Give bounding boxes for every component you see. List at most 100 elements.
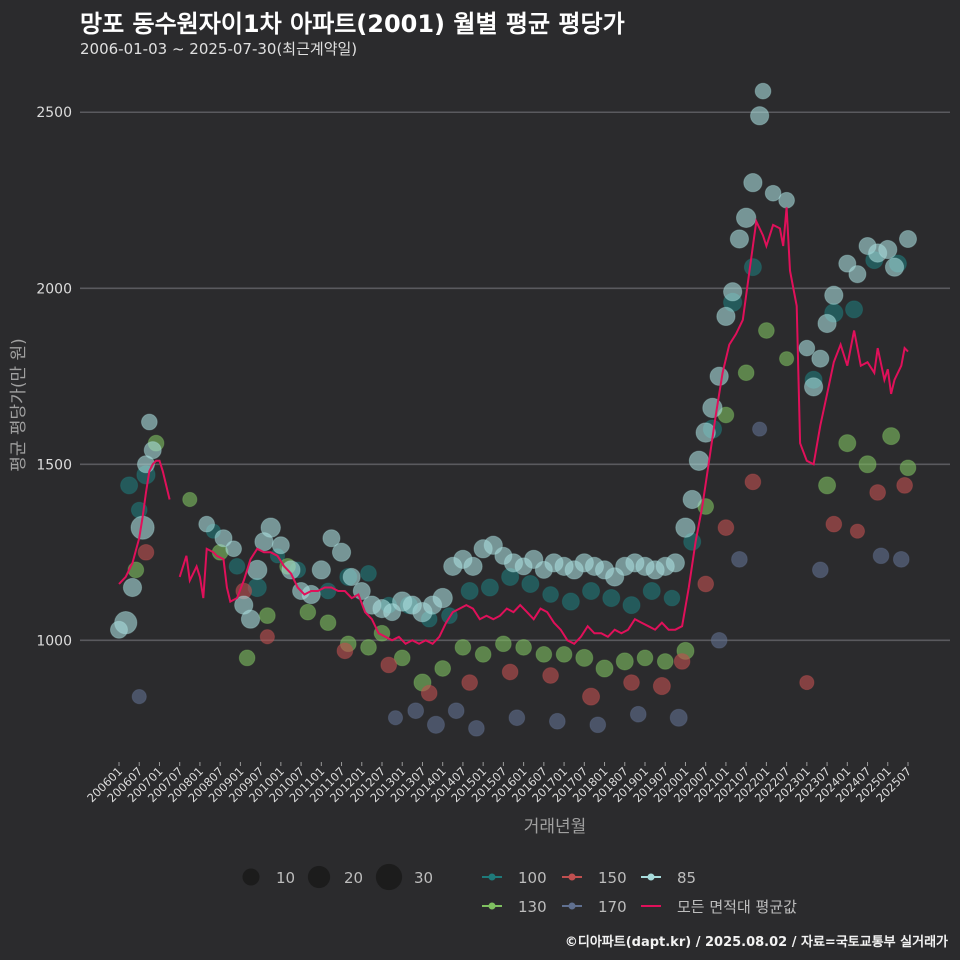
point-85	[331, 542, 352, 562]
point-150	[542, 667, 559, 684]
point-85	[838, 254, 857, 273]
point-100	[228, 558, 246, 575]
point-85	[432, 587, 453, 609]
chart-subtitle: 2006-01-03 ~ 2025-07-30(최근계약일)	[80, 40, 358, 58]
point-85	[688, 450, 710, 471]
point-150	[673, 653, 691, 670]
point-130	[182, 491, 198, 508]
point-150	[799, 674, 815, 691]
point-85	[143, 441, 162, 460]
legend-key-dot-150	[568, 873, 576, 881]
point-130	[535, 646, 553, 663]
point-130	[127, 561, 145, 579]
point-85	[709, 366, 729, 386]
point-100	[602, 589, 621, 608]
point-150	[582, 687, 601, 706]
legend-key-dot-85	[647, 873, 655, 881]
average-line-layer	[118, 207, 909, 646]
legend-key-dot-170	[568, 902, 576, 910]
legend-label-170: 170	[598, 898, 627, 916]
points-layer	[109, 82, 918, 737]
point-130	[882, 427, 901, 446]
point-85	[743, 173, 763, 193]
size-legend-circle	[307, 865, 331, 889]
point-130	[474, 646, 492, 663]
point-130	[838, 434, 857, 453]
grid-layer	[80, 111, 950, 642]
point-130	[454, 638, 472, 656]
size-legend-label: 10	[276, 869, 295, 887]
point-100	[642, 581, 661, 601]
point-85	[311, 560, 331, 580]
point-130	[779, 351, 795, 367]
point-85	[114, 611, 138, 635]
point-100	[460, 581, 479, 601]
point-170	[426, 715, 445, 734]
point-150	[869, 484, 887, 501]
point-85	[824, 285, 844, 305]
point-85	[271, 536, 290, 555]
y-tick-label: 2500	[36, 105, 72, 121]
point-130	[495, 635, 512, 653]
point-130	[319, 614, 337, 632]
point-85	[225, 540, 242, 558]
point-130	[899, 459, 917, 477]
point-85	[322, 529, 341, 548]
point-170	[752, 421, 768, 437]
point-100	[120, 476, 139, 495]
point-170	[407, 702, 425, 720]
point-85	[723, 282, 743, 302]
point-150	[849, 523, 866, 539]
point-170	[548, 712, 566, 730]
point-170	[811, 561, 829, 579]
point-170	[447, 702, 465, 720]
point-150	[652, 677, 671, 696]
legend-label-85: 85	[677, 869, 696, 887]
point-85	[281, 560, 301, 580]
point-150	[501, 663, 519, 681]
point-85	[729, 229, 750, 249]
size-legend-label: 30	[414, 869, 433, 887]
point-130	[393, 649, 411, 667]
point-150	[717, 519, 735, 537]
chart-title: 망포 동수원자이1차 아파트(2001) 월별 평균 평당가	[80, 10, 625, 38]
point-100	[663, 589, 681, 607]
y-axis-title: 평균 평당가(만 원)	[9, 338, 29, 472]
point-150	[259, 629, 275, 645]
point-150	[380, 656, 398, 674]
point-85	[342, 567, 361, 586]
point-100	[561, 592, 580, 611]
point-85	[735, 207, 757, 229]
point-130	[575, 648, 594, 667]
average-line	[178, 207, 909, 646]
point-85	[764, 184, 782, 202]
point-170	[589, 716, 607, 734]
legend-label-150: 150	[598, 869, 627, 887]
point-130	[656, 653, 674, 670]
point-85	[682, 489, 702, 510]
legend-key-dot-100	[488, 873, 496, 881]
point-150	[623, 674, 640, 691]
legend-label-average: 모든 면적대 평균값	[677, 898, 797, 916]
point-130	[299, 603, 317, 621]
point-150	[420, 684, 438, 702]
point-170	[872, 547, 890, 565]
point-85	[665, 553, 685, 573]
point-130	[818, 476, 837, 495]
average-line	[118, 459, 171, 585]
point-100	[845, 300, 864, 319]
point-85	[122, 577, 143, 598]
point-85	[463, 556, 483, 577]
point-85	[884, 257, 905, 277]
point-170	[131, 689, 147, 705]
point-170	[892, 550, 910, 568]
point-85	[247, 559, 268, 581]
point-85	[803, 377, 824, 397]
point-150	[697, 575, 715, 593]
point-100	[319, 582, 337, 600]
point-130	[636, 649, 654, 667]
point-100	[480, 578, 499, 597]
point-170	[629, 705, 647, 723]
point-85	[898, 229, 918, 249]
